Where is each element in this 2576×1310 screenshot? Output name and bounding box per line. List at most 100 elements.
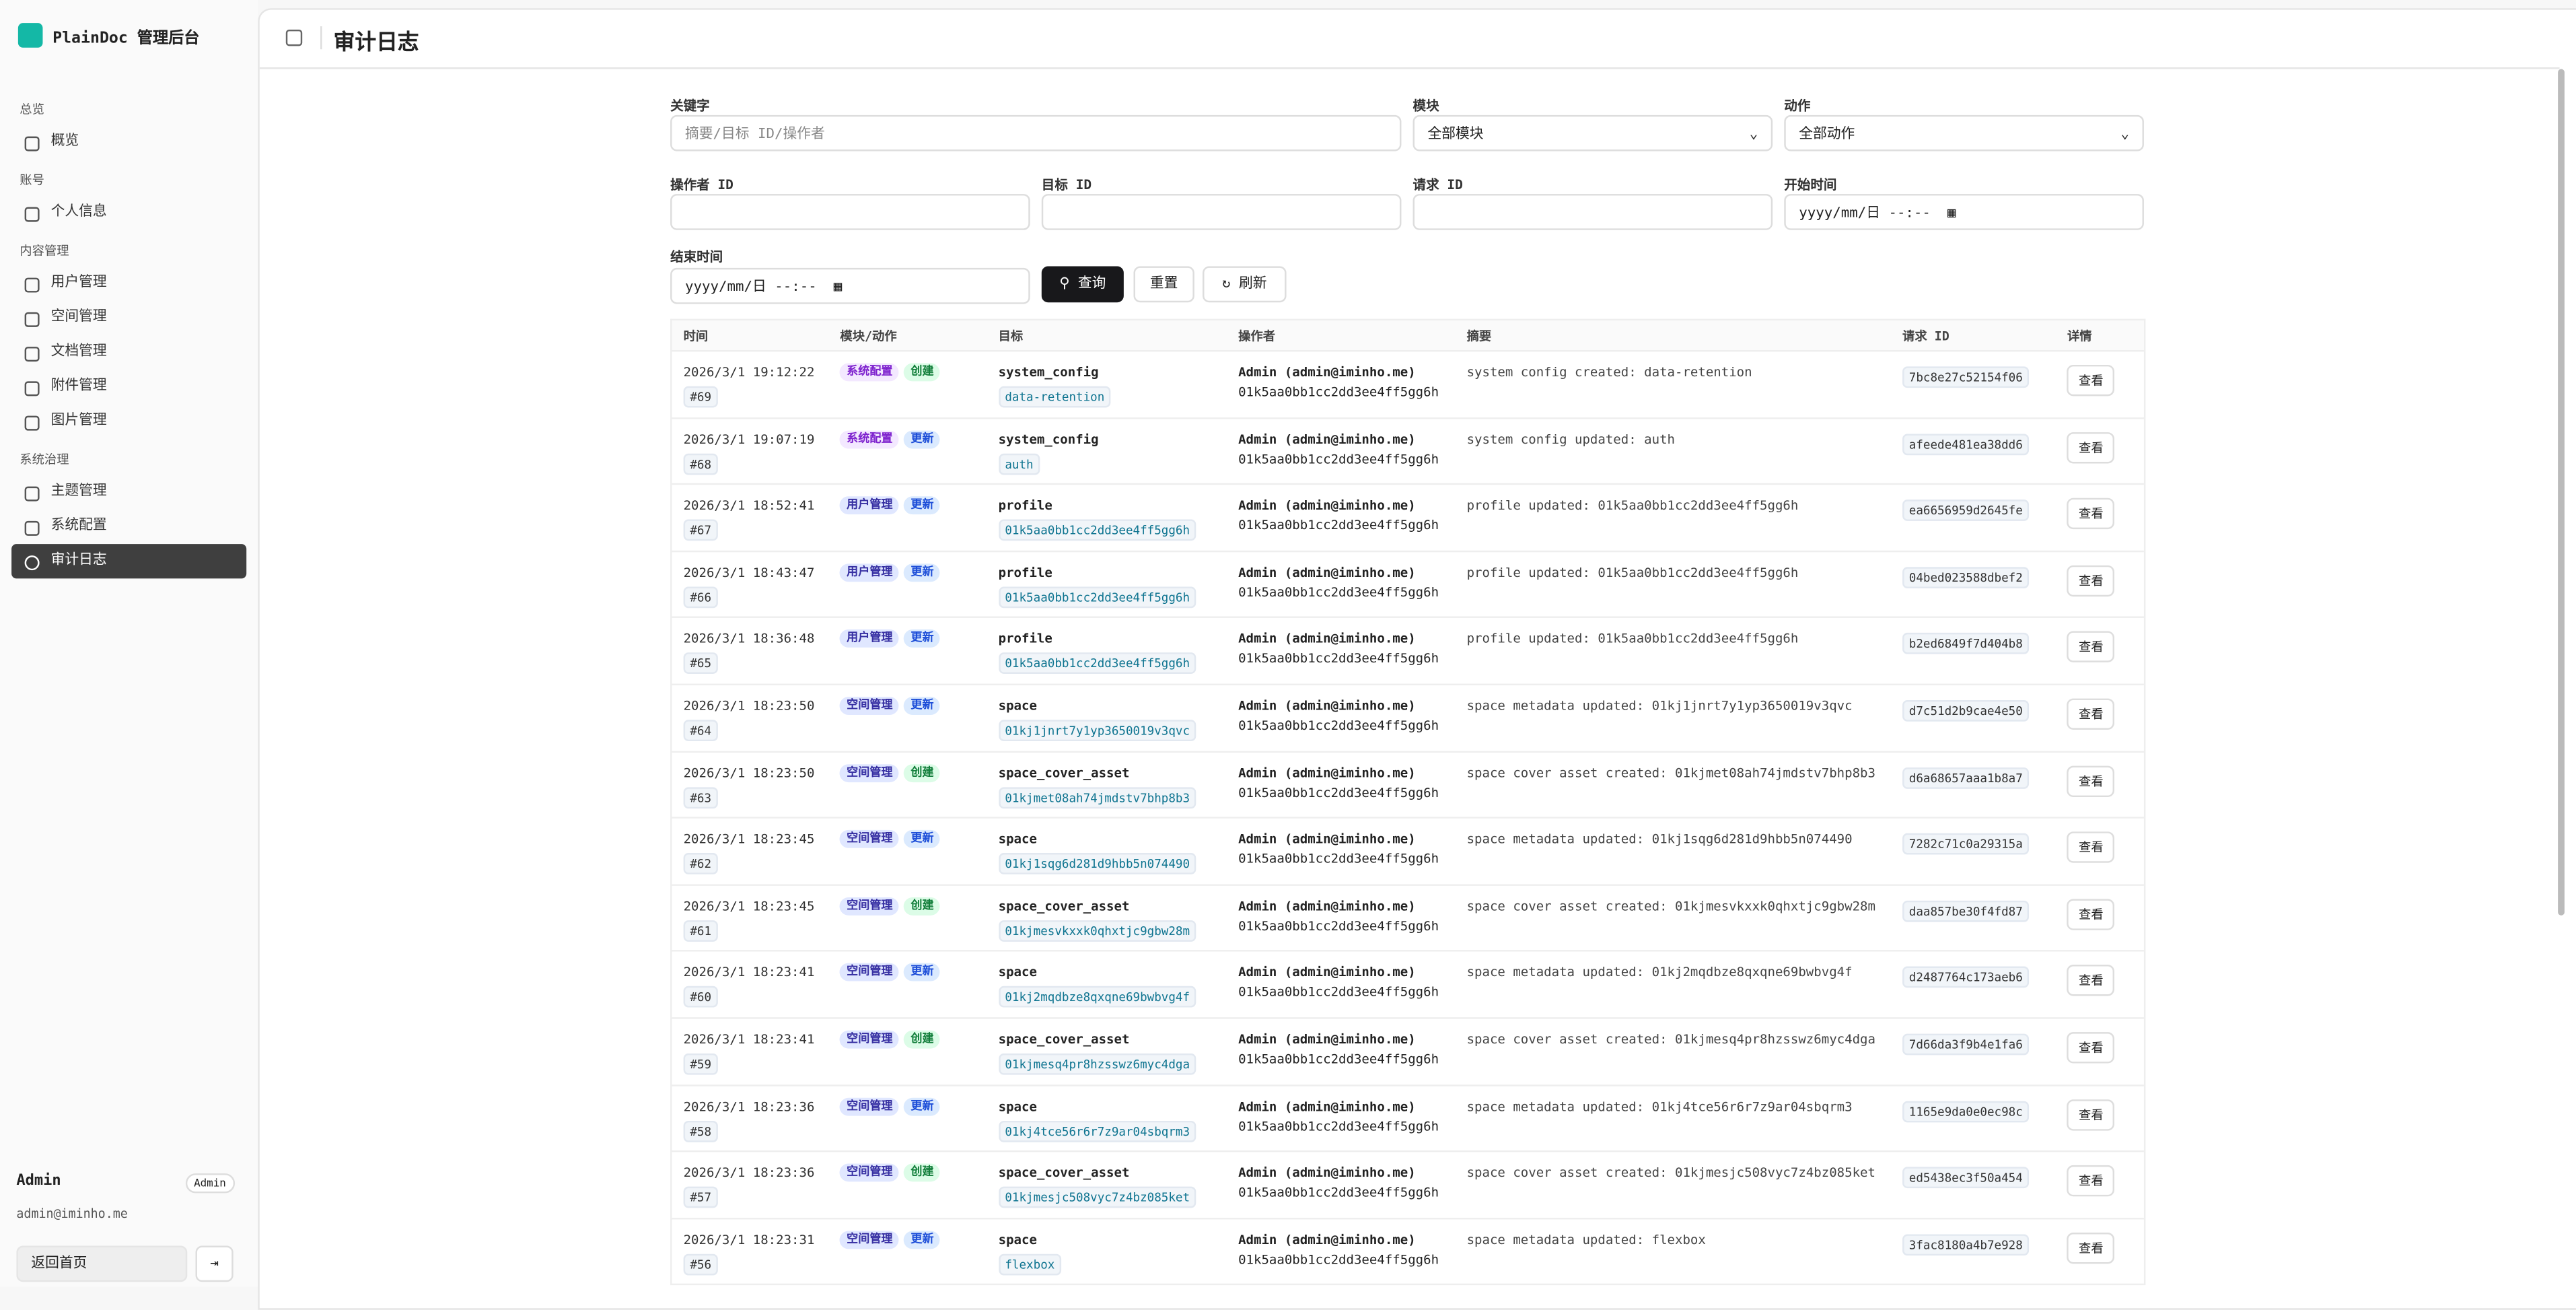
- cell-request: 3fac8180a4b7e928: [1902, 1231, 2067, 1284]
- view-button[interactable]: 查看: [2067, 432, 2115, 463]
- date-placeholder: yyyy/mm/日 --:--: [1799, 205, 1931, 222]
- cell-detail: 查看: [2067, 697, 2144, 751]
- cell-request: ed5438ec3f50a454: [1902, 1164, 2067, 1218]
- view-button[interactable]: 查看: [2067, 364, 2115, 397]
- end-input[interactable]: yyyy/mm/日 --:-- ▦: [670, 267, 1030, 304]
- operator-id: 01k5aa0bb1cc2dd3ee4ff5gg6h: [1238, 784, 1439, 800]
- brand-name: PlainDoc 管理后台: [52, 28, 200, 47]
- module-badge: 用户管理: [840, 629, 900, 648]
- action-badge: 创建: [904, 1163, 941, 1182]
- cell-operator: Admin (admin@iminho.me) 01k5aa0bb1cc2dd3e…: [1238, 830, 1466, 884]
- target-id: 01kj4tce56r6r7z9ar04sbqrm3: [998, 1119, 1196, 1142]
- cell-summary: profile updated: 01k5aa0bb1cc2dd3ee4ff5g…: [1467, 497, 1902, 551]
- target-type: system_config: [998, 432, 1099, 447]
- module-badge: 空间管理: [840, 897, 900, 916]
- keyword-input[interactable]: 摘要/目标 ID/操作者: [670, 114, 1402, 151]
- logo: [17, 23, 43, 48]
- cell-module: 空间管理 更新: [840, 963, 998, 1017]
- nav-item[interactable]: 个人信息: [11, 196, 246, 230]
- cell-summary: space cover asset created: 01kjmesjc508v…: [1467, 1164, 1902, 1218]
- cell-detail: 查看: [2067, 763, 2144, 817]
- nav-item[interactable]: 概览: [11, 125, 246, 160]
- target-type: space: [998, 698, 1037, 714]
- view-button[interactable]: 查看: [2067, 1165, 2115, 1197]
- view-button[interactable]: 查看: [2067, 498, 2115, 530]
- view-button[interactable]: 查看: [2067, 1099, 2115, 1130]
- cell-operator: Admin (admin@iminho.me) 01k5aa0bb1cc2dd3e…: [1238, 430, 1466, 484]
- cell-target: system_config data-retention: [998, 364, 1238, 417]
- cell-detail: 查看: [2067, 630, 2144, 684]
- target-type: system_config: [998, 364, 1099, 380]
- log-id: #66: [683, 586, 718, 608]
- nav-item[interactable]: 附件管理: [11, 370, 246, 404]
- logout[interactable]: ⇥: [195, 1245, 234, 1282]
- cell-time: 2026/3/1 19:12:22 #69: [672, 364, 840, 417]
- brand: PlainDoc 管理后台: [17, 23, 200, 48]
- table-row: 2026/3/1 18:23:50 #63 空间管理 创建 space_cover_as…: [672, 752, 2144, 819]
- toggle-sidebar[interactable]: [285, 29, 303, 46]
- cell-module: 空间管理 更新: [840, 697, 998, 751]
- nav-group-title: 总览: [20, 102, 44, 117]
- action-select[interactable]: 全部动作 ⌄: [1784, 114, 2144, 151]
- table-row: 2026/3/1 18:23:50 #64 空间管理 更新 space 01kj1jnrt…: [672, 685, 2144, 753]
- operator-name: Admin (admin@iminho.me): [1238, 498, 1416, 514]
- column-header: 详情: [2067, 329, 2092, 344]
- operator-input[interactable]: [670, 194, 1030, 230]
- cell-request: 7282c71c0a29315a: [1902, 830, 2067, 884]
- divider: [320, 26, 322, 50]
- time: 2026/3/1 18:23:50: [683, 765, 815, 780]
- cell-summary: space metadata updated: flexbox: [1467, 1231, 1902, 1284]
- nav-item[interactable]: 系统配置: [11, 510, 246, 544]
- time: 2026/3/1 18:23:36: [683, 1165, 815, 1181]
- view-button[interactable]: 查看: [2067, 698, 2115, 730]
- cell-target: space 01kj1jnrt7y1yp3650019v3qvc: [998, 697, 1238, 751]
- target-id: flexbox: [998, 1253, 1062, 1275]
- time: 2026/3/1 18:23:45: [683, 831, 815, 847]
- action-badge: 创建: [904, 763, 941, 782]
- label: 结束时间: [670, 250, 723, 265]
- back-home[interactable]: 返回首页: [16, 1245, 188, 1282]
- time: 2026/3/1 19:07:19: [683, 432, 815, 447]
- request-input[interactable]: [1412, 194, 1773, 230]
- view-button[interactable]: 查看: [2067, 1232, 2115, 1264]
- cell-target: profile 01k5aa0bb1cc2dd3ee4ff5gg6h: [998, 630, 1238, 684]
- reset-button[interactable]: 重置: [1133, 266, 1194, 303]
- view-button[interactable]: 查看: [2067, 831, 2115, 864]
- target-type: profile: [998, 631, 1052, 647]
- view-button[interactable]: 查看: [2067, 898, 2115, 930]
- nav-item[interactable]: 空间管理: [11, 301, 246, 335]
- time: 2026/3/1 18:23:31: [683, 1232, 815, 1247]
- cell-target: space_cover_asset 01kjmesq4pr8hzsswz6myc4…: [998, 1031, 1238, 1084]
- cell-request: ea6656959d2645fe: [1902, 497, 2067, 551]
- view-button[interactable]: 查看: [2067, 631, 2115, 663]
- cell-summary: system config updated: auth: [1467, 430, 1902, 484]
- nav-item[interactable]: 文档管理: [11, 335, 246, 370]
- cell-request: d7c51d2b9cae4e50: [1902, 697, 2067, 751]
- nav-item[interactable]: 审计日志: [11, 544, 247, 579]
- scrollbar: [2558, 69, 2565, 916]
- action-badge: 创建: [904, 1030, 941, 1049]
- refresh-button[interactable]: ↻ 刷新: [1203, 266, 1287, 303]
- nav-item[interactable]: 图片管理: [11, 405, 246, 439]
- cell-time: 2026/3/1 18:23:45 #61: [672, 897, 840, 951]
- cell-request: d6a68657aaa1b8a7: [1902, 763, 2067, 817]
- view-button[interactable]: 查看: [2067, 565, 2115, 596]
- cell-summary: profile updated: 01k5aa0bb1cc2dd3ee4ff5g…: [1467, 630, 1902, 684]
- target-input[interactable]: [1041, 194, 1402, 230]
- cell-operator: Admin (admin@iminho.me) 01k5aa0bb1cc2dd3e…: [1238, 364, 1466, 417]
- start-input[interactable]: yyyy/mm/日 --:-- ▦: [1784, 194, 2144, 230]
- module-select[interactable]: 全部模块 ⌄: [1412, 114, 1773, 151]
- nav-item[interactable]: 用户管理: [11, 266, 246, 300]
- cell-operator: Admin (admin@iminho.me) 01k5aa0bb1cc2dd3e…: [1238, 963, 1466, 1017]
- view-button[interactable]: 查看: [2067, 965, 2115, 997]
- query-button[interactable]: ⚲ 查询: [1041, 266, 1124, 303]
- view-button[interactable]: 查看: [2067, 1032, 2115, 1064]
- action-badge: 更新: [904, 496, 941, 515]
- nav-item[interactable]: 主题管理: [11, 475, 246, 510]
- cell-time: 2026/3/1 18:23:31 #56: [672, 1231, 840, 1284]
- sidebar: PlainDoc 管理后台 总览 概览 账号 个人信息 内容管理 用户管理 空间管理 文档管理…: [0, 0, 258, 1287]
- view-button[interactable]: 查看: [2067, 765, 2115, 796]
- operator-name: Admin (admin@iminho.me): [1238, 831, 1416, 847]
- summary: space metadata updated: 01kj2mqdbze8qxqn…: [1466, 965, 1853, 980]
